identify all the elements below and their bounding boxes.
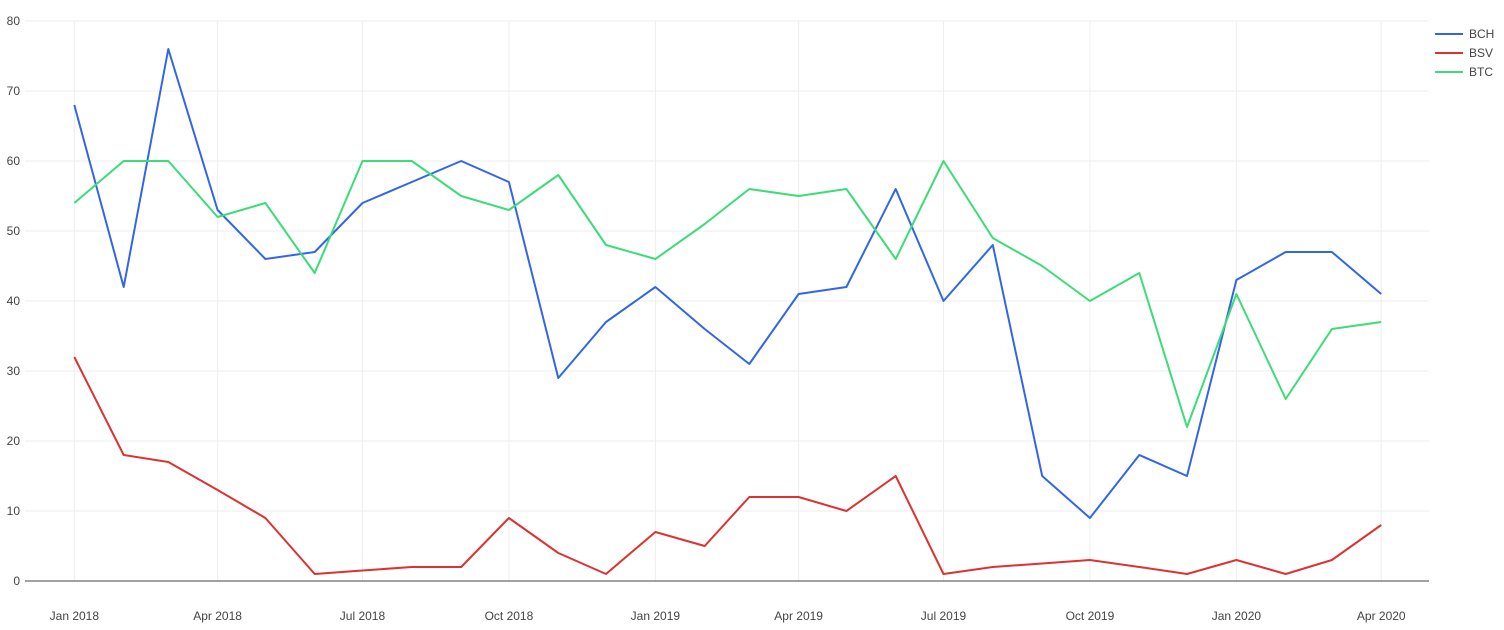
series-layer xyxy=(73,48,1382,575)
y-tick-label: 80 xyxy=(7,14,21,28)
legend-label: BTC xyxy=(1469,65,1493,79)
x-tick-label: Jul 2019 xyxy=(921,609,967,623)
y-tick-label: 10 xyxy=(7,504,21,518)
x-tick-label: Jul 2018 xyxy=(340,609,386,623)
x-tick-label: Jan 2019 xyxy=(631,609,681,623)
legend-item-bch[interactable]: BCH xyxy=(1435,27,1494,41)
x-tick-label: Apr 2019 xyxy=(774,609,823,623)
legend-item-btc[interactable]: BTC xyxy=(1435,65,1493,79)
legend: BCH BSV BTC xyxy=(1435,27,1494,79)
y-tick-label: 0 xyxy=(13,574,20,588)
y-tick-label: 60 xyxy=(7,154,21,168)
x-tick-label: Oct 2019 xyxy=(1066,609,1115,623)
legend-item-bsv[interactable]: BSV xyxy=(1435,46,1493,60)
x-tick-label: Jan 2020 xyxy=(1212,609,1262,623)
x-tick-label: Jan 2018 xyxy=(50,609,100,623)
series-line-bsv xyxy=(73,356,1382,575)
y-tick-label: 40 xyxy=(7,294,21,308)
legend-label: BCH xyxy=(1469,27,1494,41)
grid-layer xyxy=(25,20,1429,581)
series-line-bch xyxy=(73,48,1382,519)
y-tick-label: 50 xyxy=(7,224,21,238)
x-tick-label: Apr 2020 xyxy=(1357,609,1406,623)
legend-label: BSV xyxy=(1469,46,1493,60)
axis-layer: Jan 2018 Apr 2018 Jul 2018 Oct 2018 Jan 2019… xyxy=(7,14,1429,623)
y-tick-label: 70 xyxy=(7,84,21,98)
y-tick-label: 20 xyxy=(7,434,21,448)
series-line-btc xyxy=(73,160,1382,428)
x-tick-label: Apr 2018 xyxy=(193,609,242,623)
y-tick-label: 30 xyxy=(7,364,21,378)
x-tick-label: Oct 2018 xyxy=(485,609,534,623)
